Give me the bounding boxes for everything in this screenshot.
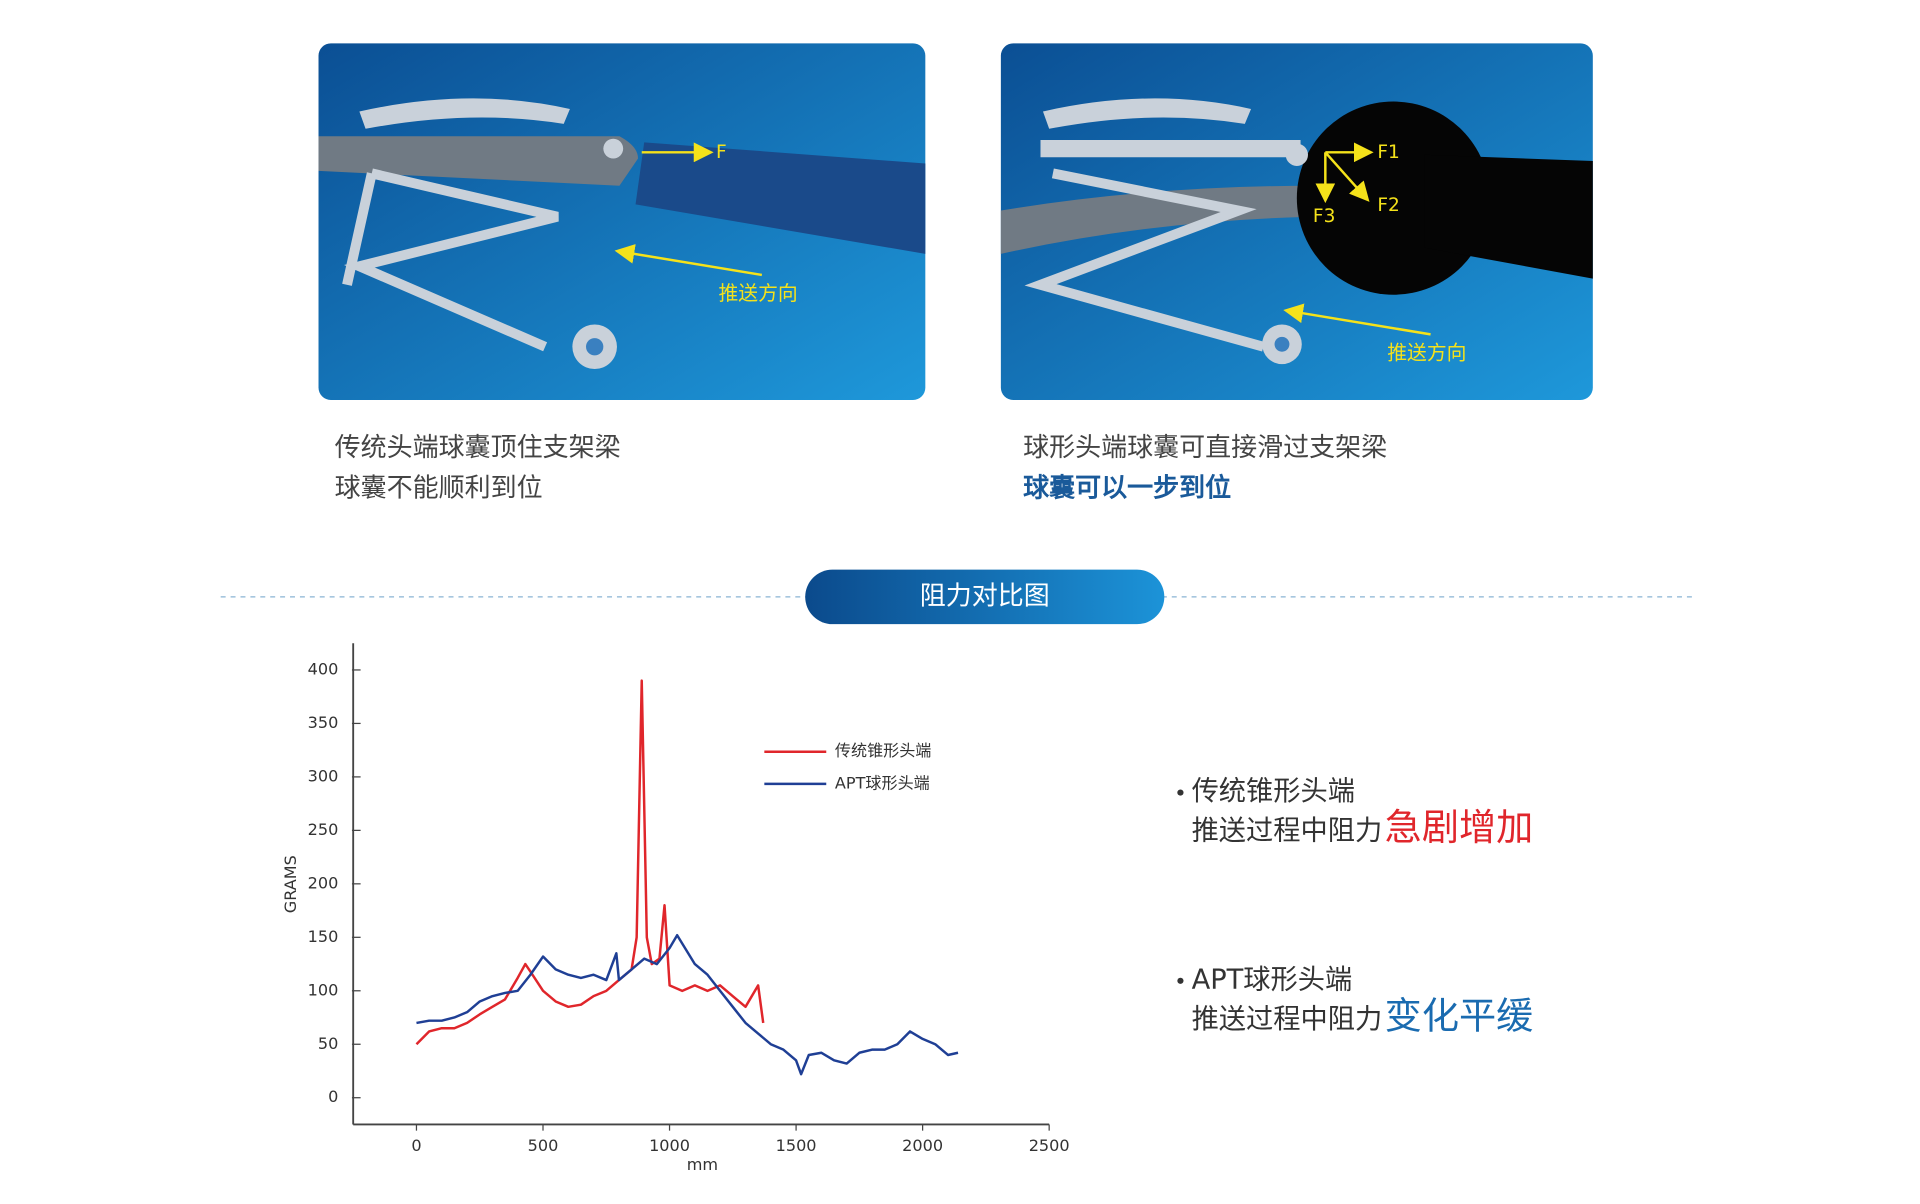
- y-tick-label: 50: [318, 1034, 338, 1053]
- section-pill: [805, 569, 1165, 625]
- caption: 球囊不能顺利到位: [335, 474, 543, 504]
- note-emphasis: 急剧增加: [1385, 806, 1534, 849]
- y-tick-label: 150: [308, 927, 339, 946]
- force-label: F1: [1377, 142, 1400, 163]
- caption: 球形头端球囊可直接滑过支架梁: [1023, 433, 1387, 463]
- y-tick-label: 250: [308, 820, 339, 839]
- note-text: 推送过程中阻力: [1192, 1004, 1383, 1035]
- note-title: 传统锥形头端: [1192, 776, 1355, 807]
- bullet: [1177, 789, 1184, 796]
- force-label: F2: [1377, 195, 1400, 216]
- y-tick-label: 300: [308, 766, 339, 785]
- y-tick-label: 100: [308, 980, 339, 999]
- x-axis-label: mm: [687, 1155, 718, 1174]
- series-line: [416, 933, 959, 1076]
- y-axis-label: GRAMS: [281, 855, 300, 913]
- note-emphasis: 变化平缓: [1385, 994, 1534, 1037]
- legend-label: APT球形头端: [835, 773, 930, 792]
- direction-label: 推送方向: [719, 282, 798, 305]
- x-tick-label: 1000: [649, 1136, 690, 1155]
- section-title: 阻力对比图: [920, 581, 1050, 611]
- x-tick-label: 2500: [1029, 1136, 1070, 1155]
- y-tick-label: 0: [328, 1087, 338, 1106]
- y-tick-label: 200: [308, 873, 339, 892]
- direction-label: 推送方向: [1387, 342, 1466, 365]
- legend-label: 传统锥形头端: [835, 741, 931, 760]
- x-tick-label: 0: [411, 1136, 421, 1155]
- force-label: F: [716, 142, 727, 163]
- illustration-traditional: F 推送方向: [318, 43, 926, 400]
- x-tick-label: 500: [528, 1136, 559, 1155]
- x-tick-label: 2000: [902, 1136, 943, 1155]
- series-line: [415, 679, 765, 1046]
- caption: 传统头端球囊顶住支架梁: [335, 433, 621, 463]
- caption-highlight: 球囊可以一步到位: [1023, 473, 1231, 504]
- x-tick-label: 1500: [776, 1136, 817, 1155]
- chart: 0 50 100 150 200 250 300 350 400 0 500 1000 1500 2000…: [281, 643, 1070, 1174]
- note-title: APT球形头端: [1192, 964, 1353, 995]
- y-tick-label: 400: [308, 659, 339, 678]
- note-text: 推送过程中阻力: [1192, 816, 1383, 847]
- illustration-spherical: F1 F2 F3 推送方向: [1000, 43, 1593, 400]
- force-label: F3: [1313, 206, 1336, 227]
- y-tick-label: 350: [308, 713, 339, 732]
- bullet: [1177, 977, 1184, 984]
